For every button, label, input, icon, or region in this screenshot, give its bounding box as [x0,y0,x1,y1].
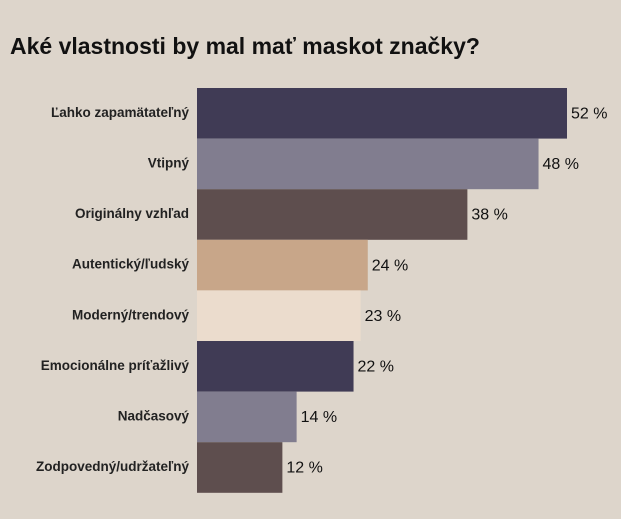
value-label: 24 % [372,257,408,274]
bar [197,290,361,341]
category-label: Nadčasový [118,408,190,423]
bar [197,442,283,493]
bar [197,88,567,139]
bar [197,341,354,392]
bar [197,239,368,291]
category-label: Moderný/trendový [72,307,190,322]
bar [197,391,297,443]
category-label: Emocionálne príťažlivý [41,358,190,373]
value-label: 12 % [286,460,322,477]
value-label: 14 % [301,409,337,426]
category-label: Zodpovedný/udržateľný [36,459,189,474]
value-label: 52 % [571,106,607,123]
bar [197,189,468,240]
bar [197,138,539,190]
category-label: Ľahko zapamätateľný [51,105,189,120]
chart-title: Aké vlastnosti by mal mať maskot značky? [10,33,480,59]
value-label: 22 % [358,359,394,376]
value-label: 48 % [543,156,579,173]
category-label: Autentický/ľudský [72,257,189,272]
category-label: Vtipný [148,155,190,170]
value-label: 38 % [471,207,507,224]
category-label: Originálny vzhľad [75,206,189,221]
value-label: 23 % [365,308,401,325]
